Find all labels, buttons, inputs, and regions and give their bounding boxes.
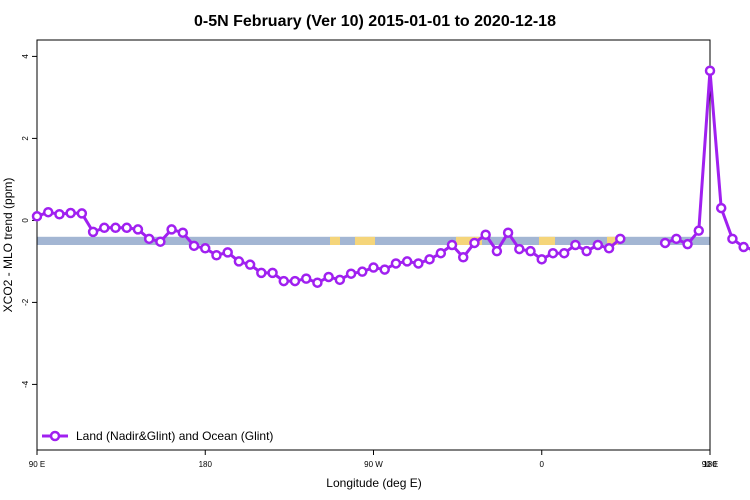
data-point — [42, 206, 54, 218]
data-point — [31, 211, 43, 222]
data-point — [334, 274, 346, 286]
x-tick-label: 90 W — [364, 460, 383, 469]
data-point — [256, 267, 267, 279]
series-group — [31, 65, 750, 288]
chart-title: 0-5N February (Ver 10) 2015-01-01 to 202… — [194, 13, 556, 30]
x-tick-label: 180 — [703, 460, 717, 469]
y-tick-label: 2 — [21, 136, 30, 141]
data-point — [244, 259, 256, 270]
data-point — [615, 233, 626, 245]
series-line — [664, 69, 750, 251]
x-axis-label: Longitude (deg E) — [326, 476, 421, 490]
data-point — [502, 227, 514, 238]
surface-band-land — [330, 236, 340, 245]
data-point — [188, 240, 200, 252]
data-point — [166, 224, 177, 235]
data-point — [558, 247, 570, 259]
data-point — [525, 245, 536, 257]
data-point — [659, 237, 671, 249]
data-point — [671, 233, 682, 245]
data-point — [357, 266, 368, 277]
data-point — [390, 258, 402, 269]
data-point — [76, 208, 88, 219]
data-point — [727, 233, 738, 245]
surface-band-land — [355, 236, 375, 245]
data-point — [457, 252, 469, 263]
surface-band-land — [607, 236, 618, 245]
data-point — [323, 271, 334, 283]
legend: Land (Nadir&Glint) and Ocean (Glint) — [42, 429, 273, 443]
y-axis: -4 -2 0 2 4 — [21, 54, 37, 388]
x-tick-label: 0 — [540, 460, 545, 469]
data-point — [570, 239, 581, 251]
surface-band — [37, 236, 710, 245]
data-point — [514, 243, 525, 255]
data-point — [704, 65, 716, 76]
data-point — [547, 247, 559, 259]
data-point — [177, 227, 189, 238]
data-point — [368, 262, 379, 273]
data-point — [312, 277, 323, 288]
data-point — [682, 238, 693, 250]
data-point — [446, 239, 458, 251]
data-point — [54, 209, 65, 220]
data-point — [65, 207, 76, 219]
data-point — [99, 222, 110, 234]
x-tick-label: 90 E — [29, 460, 45, 469]
data-point — [379, 264, 390, 275]
data-point — [480, 229, 491, 240]
data-point — [491, 245, 503, 257]
data-point — [401, 256, 413, 267]
data-point — [469, 237, 480, 249]
data-point — [300, 273, 312, 284]
data-point — [132, 224, 144, 235]
data-point — [693, 225, 705, 236]
data-point — [715, 202, 727, 214]
data-point — [155, 236, 166, 247]
data-point — [143, 233, 155, 245]
y-tick-label: -2 — [21, 298, 30, 306]
data-point — [211, 250, 222, 261]
data-point — [592, 239, 604, 251]
data-point — [413, 258, 424, 269]
data-point — [267, 267, 278, 279]
surface-band-land — [539, 236, 555, 245]
y-tick-label: 0 — [21, 218, 30, 223]
x-tick-label: 90 E — [702, 460, 718, 469]
data-point — [200, 243, 211, 254]
data-point — [289, 275, 301, 287]
y-tick-label: -4 — [21, 380, 30, 388]
data-point — [435, 247, 447, 259]
data-point — [424, 254, 435, 265]
data-point — [222, 247, 233, 258]
legend-label: Land (Nadir&Glint) and Ocean (Glint) — [76, 429, 273, 443]
data-point — [738, 241, 749, 253]
surface-band-land — [456, 236, 482, 245]
data-point — [278, 275, 290, 287]
y-tick-label: 4 — [21, 54, 30, 59]
data-point — [87, 226, 99, 238]
data-point — [233, 256, 245, 267]
data-point — [581, 245, 592, 257]
x-tick-label: 180 — [199, 460, 213, 469]
data-point — [536, 254, 547, 265]
data-point — [345, 268, 357, 279]
data-point — [603, 243, 615, 254]
data-point — [110, 222, 121, 234]
y-axis-label: XCO2 - MLO trend (ppm) — [1, 178, 15, 313]
data-point — [121, 222, 132, 234]
legend-marker — [49, 430, 61, 442]
